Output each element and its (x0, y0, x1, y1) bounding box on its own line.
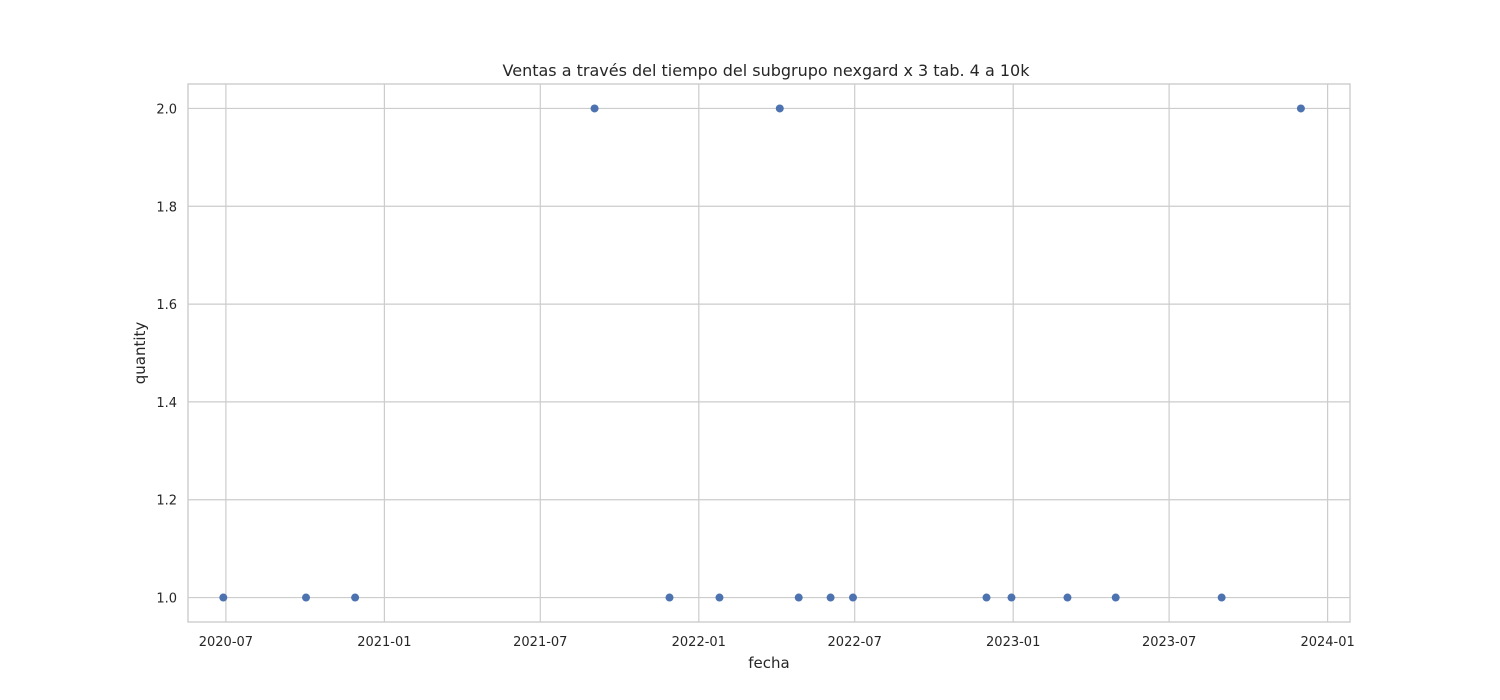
x-tick-label: 2022-01 (672, 635, 726, 650)
chart-title: Ventas a través del tiempo del subgrupo … (503, 61, 1031, 80)
x-tick-label: 2020-07 (199, 635, 253, 650)
y-tick-label: 1.2 (156, 494, 177, 509)
data-point (590, 104, 599, 113)
data-point (665, 593, 674, 602)
x-tick-label: 2023-07 (1142, 635, 1196, 650)
data-point (351, 593, 360, 602)
x-tick-label: 2021-01 (357, 635, 411, 650)
y-tick-label: 2.0 (156, 102, 177, 117)
y-axis-label: quantity (131, 322, 149, 385)
grid-layer (188, 84, 1350, 622)
data-point (1217, 593, 1226, 602)
x-tick-label: 2024-01 (1300, 635, 1354, 650)
points-layer (219, 104, 1305, 602)
data-point (775, 104, 784, 113)
y-tick-labels: 1.0 1.2 1.4 1.6 1.8 2.0 (156, 102, 177, 606)
y-tick-label: 1.4 (156, 396, 177, 411)
data-point (1063, 593, 1072, 602)
x-tick-label: 2022-07 (828, 635, 882, 650)
data-point (794, 593, 803, 602)
x-tick-label: 2021-07 (513, 635, 567, 650)
y-tick-label: 1.0 (156, 592, 177, 607)
plot-area-frame (187, 83, 1351, 623)
x-tick-label: 2023-01 (986, 635, 1040, 650)
x-axis-label: fecha (748, 654, 789, 672)
data-point (826, 593, 835, 602)
data-point (302, 593, 311, 602)
data-point (848, 593, 857, 602)
data-point (982, 593, 991, 602)
data-point (715, 593, 724, 602)
data-point (1296, 104, 1305, 113)
data-point (1111, 593, 1120, 602)
data-point (219, 593, 228, 602)
y-tick-label: 1.6 (156, 298, 177, 313)
x-tick-labels: 2020-07 2021-01 2021-07 2022-01 2022-07 2023-… (199, 635, 1355, 650)
data-point (1007, 593, 1016, 602)
y-tick-label: 1.8 (156, 200, 177, 215)
